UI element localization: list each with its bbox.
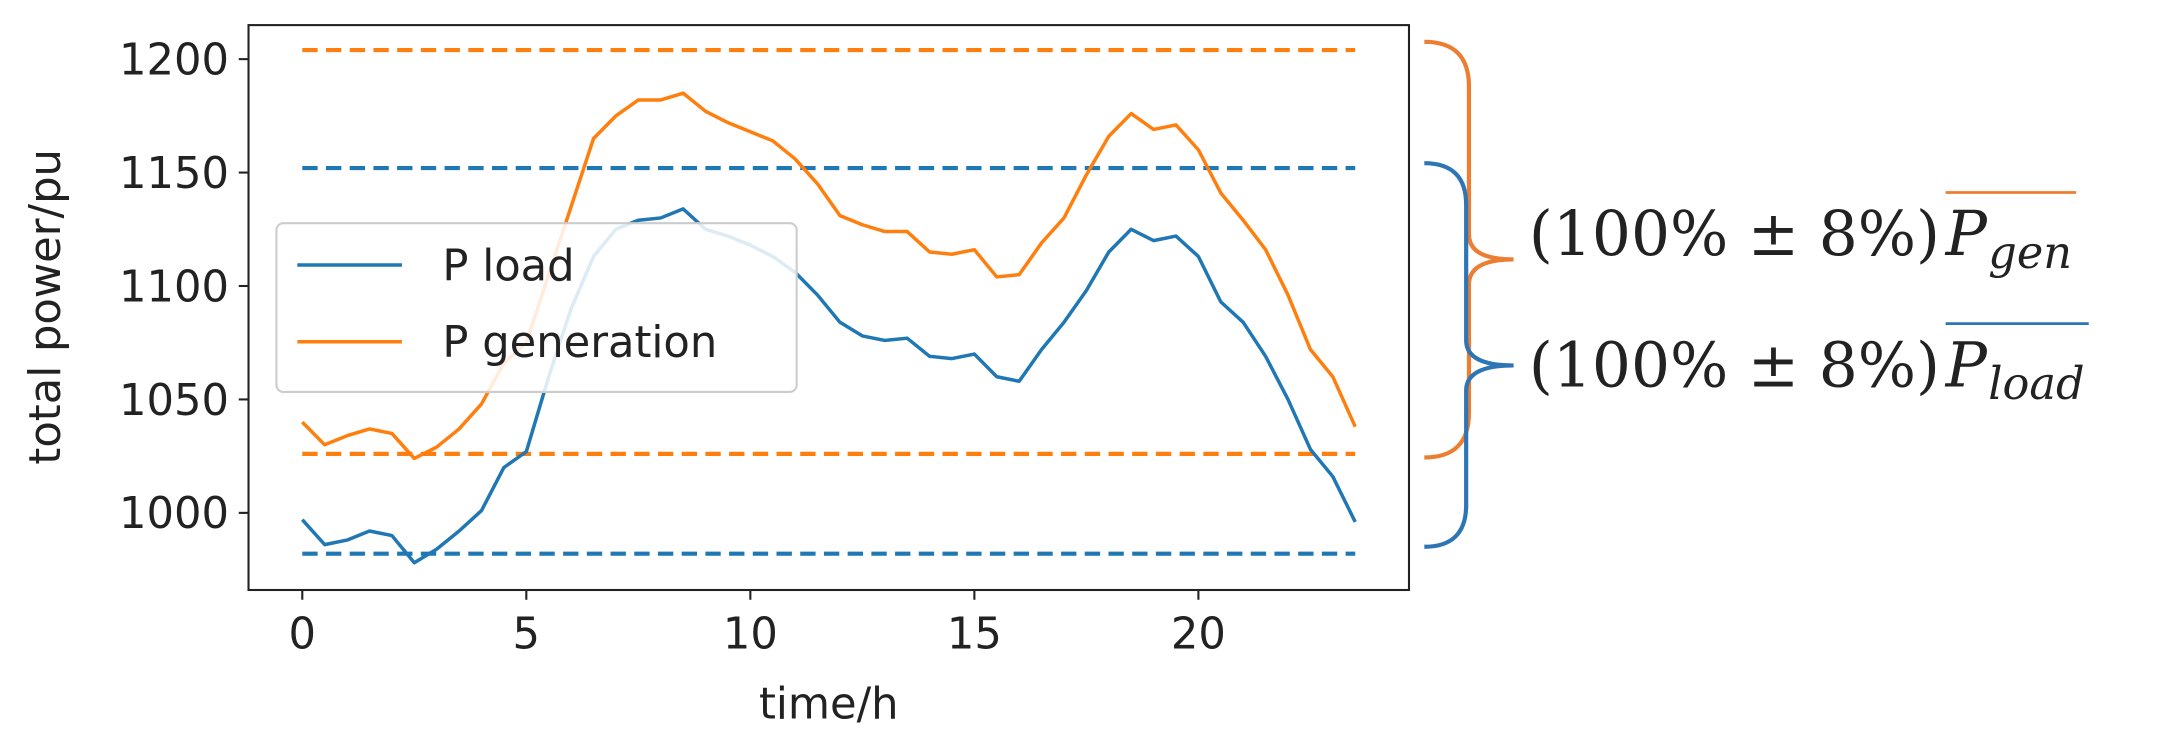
series-line [301, 91, 1357, 461]
brace-gen [1424, 39, 1514, 460]
annotation-subscript: load [1988, 358, 2084, 410]
annotation-symbol: P [1945, 199, 1989, 270]
y-tick-label: 1150 [119, 149, 229, 199]
annotation-text: (100% ± 8%) [1529, 330, 1940, 401]
annotation-text: (100% ± 8%) [1529, 199, 1940, 270]
y-tick-label: 1000 [119, 489, 229, 539]
legend-label: P load [442, 241, 574, 291]
annotation-subscript: gen [1988, 227, 2072, 279]
x-tick-label: 20 [1171, 610, 1226, 660]
y-axis-label: total power/pu [21, 149, 71, 465]
x-tick-label: 5 [513, 610, 541, 660]
x-tick-label: 10 [723, 610, 778, 660]
annotation-symbol: P [1945, 330, 1989, 401]
y-tick-label: 1200 [119, 35, 229, 85]
brace-load [1424, 161, 1514, 549]
legend-label: P generation [442, 318, 717, 368]
y-tick-label: 1050 [119, 376, 229, 426]
y-tick-label: 1100 [119, 262, 229, 312]
series-line [300, 207, 1357, 565]
legend-box [275, 222, 798, 393]
x-tick-label: 15 [947, 610, 1002, 660]
x-tick-label: 0 [289, 610, 317, 660]
plot-frame [247, 24, 1411, 592]
x-axis-label: time/h [759, 679, 899, 729]
